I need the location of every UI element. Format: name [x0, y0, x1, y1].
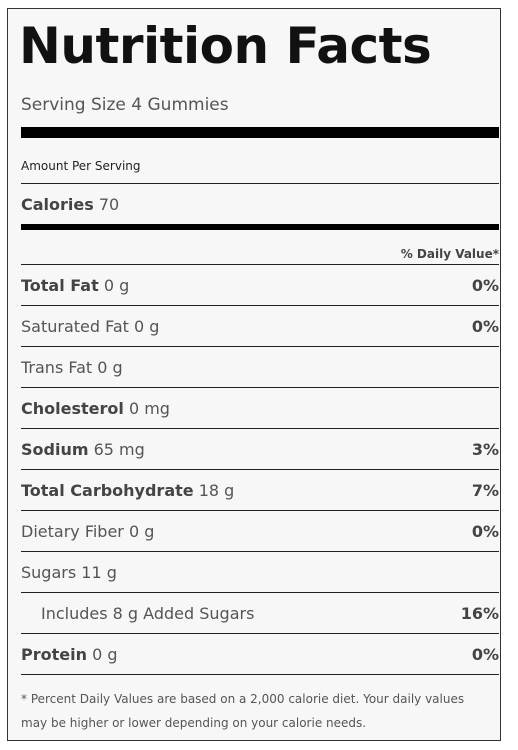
nutrient-row: Saturated Fat 0 g 0% — [21, 315, 499, 339]
divider — [21, 387, 499, 388]
divider — [21, 592, 499, 593]
nutrient-amount: 0 g — [128, 522, 155, 541]
footnote: * Percent Daily Values are based on a 2,… — [21, 687, 499, 735]
label-title: Nutrition Facts — [19, 17, 432, 75]
nutrient-name: Includes 8 g Added Sugars — [41, 604, 255, 623]
calories-row: Calories 70 — [21, 193, 499, 217]
nutrient-name: Total Carbohydrate — [21, 481, 194, 500]
amount-per-serving: Amount Per Serving — [21, 159, 141, 173]
divider — [21, 428, 499, 429]
nutrient-name: Trans Fat — [21, 358, 93, 377]
nutrient-row: Trans Fat 0 g — [21, 356, 499, 380]
divider — [21, 551, 499, 552]
nutrient-row: Cholesterol 0 mg — [21, 397, 499, 421]
nutrient-amount: 0 g — [103, 276, 130, 295]
nutrient-daily-value: 3% — [471, 440, 499, 459]
nutrient-row: Total Carbohydrate 18 g 7% — [21, 479, 499, 503]
nutrient-daily-value: 0% — [471, 317, 499, 336]
divider — [21, 510, 499, 511]
thick-divider — [21, 127, 499, 138]
divider — [21, 264, 499, 265]
nutrient-name: Dietary Fiber — [21, 522, 124, 541]
calories-value: 70 — [98, 195, 120, 214]
nutrient-daily-value: 0% — [471, 276, 499, 295]
nutrient-row: Protein 0 g 0% — [21, 643, 499, 667]
nutrient-row: Total Fat 0 g 0% — [21, 274, 499, 298]
calories-label: Calories — [21, 195, 94, 214]
divider — [21, 346, 499, 347]
nutrient-amount: 0 g — [97, 358, 123, 377]
medium-divider — [21, 224, 499, 230]
nutrient-row: Dietary Fiber 0 g 0% — [21, 520, 499, 544]
nutrient-name: Sugars — [21, 563, 77, 582]
divider — [21, 469, 499, 470]
nutrient-row: Sodium 65 mg 3% — [21, 438, 499, 462]
divider — [21, 633, 499, 634]
nutrient-amount: 0 mg — [128, 399, 170, 418]
divider — [21, 305, 499, 306]
nutrient-amount: 0 g — [134, 317, 160, 336]
nutrient-row: Includes 8 g Added Sugars 16% — [21, 602, 499, 626]
nutrient-row: Sugars 11 g — [21, 561, 499, 585]
nutrient-name: Total Fat — [21, 276, 99, 295]
nutrition-facts-label: Nutrition Facts Serving Size 4 Gummies A… — [7, 8, 501, 741]
footnote-line-1: * Percent Daily Values are based on a 2,… — [21, 692, 465, 706]
nutrient-name: Sodium — [21, 440, 89, 459]
serving-size: Serving Size 4 Gummies — [21, 95, 229, 115]
daily-value-header: % Daily Value* — [400, 247, 499, 261]
nutrient-amount: 0 g — [92, 645, 118, 664]
footnote-line-2: may be higher or lower depending on your… — [21, 716, 367, 730]
nutrient-name: Cholesterol — [21, 399, 124, 418]
divider — [21, 183, 499, 184]
nutrient-amount: 11 g — [81, 563, 117, 582]
divider — [21, 674, 499, 675]
nutrient-name: Protein — [21, 645, 87, 664]
nutrient-name: Saturated Fat — [21, 317, 129, 336]
nutrient-amount: 18 g — [198, 481, 235, 500]
nutrient-daily-value: 0% — [471, 522, 499, 541]
nutrient-daily-value: 7% — [471, 481, 499, 500]
nutrient-daily-value: 0% — [471, 645, 499, 664]
nutrient-amount: 65 mg — [93, 440, 145, 459]
nutrient-daily-value: 16% — [460, 604, 499, 623]
